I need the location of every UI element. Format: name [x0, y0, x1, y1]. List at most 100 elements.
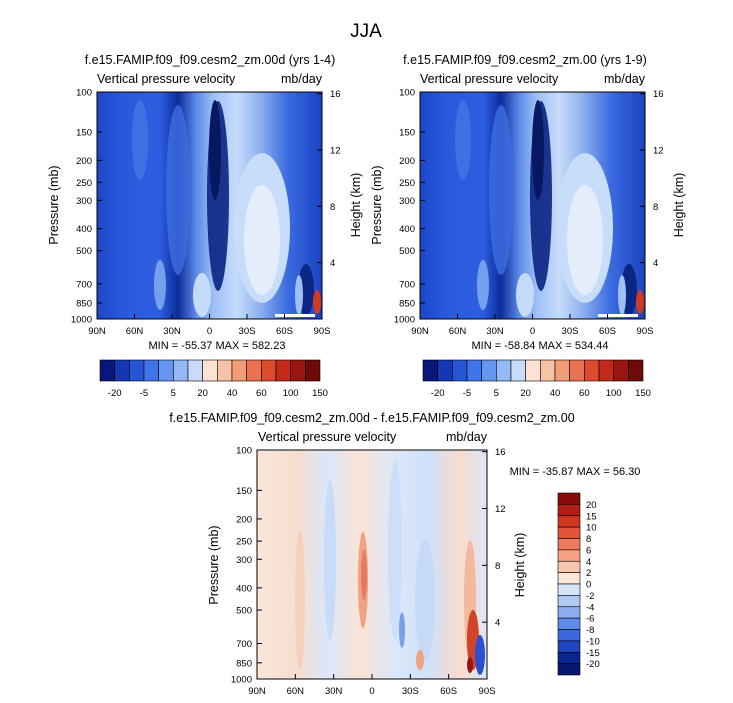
colorbar-swatch — [158, 359, 174, 382]
y2-tick-label: 4 — [653, 258, 658, 269]
x-tick-label: 90N — [411, 326, 429, 337]
axes-and-colorbars: 90N 60N 30N 0 30S 60S 90S100150200250300400500… — [71, 88, 664, 698]
colorbar-swatch — [525, 359, 541, 382]
y2-tick-label: 12 — [495, 504, 506, 515]
x-tick-label: 0 — [207, 326, 212, 337]
colorbar-swatch — [557, 515, 581, 528]
x-tick-label: 30N — [486, 326, 504, 337]
y-tick-label: 1000 — [71, 315, 92, 326]
y-tick-label: 850 — [399, 298, 415, 309]
x-tick-label: 0 — [369, 686, 374, 697]
y-tick-label: 200 — [76, 156, 92, 167]
colorbar-label: 0 — [586, 580, 591, 591]
plot-area — [256, 449, 488, 680]
y-tick-label: 500 — [399, 246, 415, 257]
panel-variable-label: Vertical pressure velocity — [420, 72, 559, 86]
colorbar-swatch — [557, 526, 581, 539]
y2-tick-label: 4 — [495, 618, 500, 629]
panel-units-label: mb/day — [281, 72, 323, 86]
colorbar-label: -10 — [586, 636, 600, 647]
y2-tick-label: 16 — [330, 89, 341, 100]
y-tick-label: 200 — [399, 156, 415, 167]
x-tick-label: 60N — [287, 686, 305, 697]
colorbar-swatch — [422, 359, 438, 382]
colorbar-swatch — [231, 359, 247, 382]
x-tick-label: 60S — [599, 326, 616, 337]
x-tick-label: 90N — [88, 326, 106, 337]
colorbar-label: -2 — [586, 591, 594, 602]
colorbar-label: -15 — [586, 648, 600, 659]
panel-2: f.e15.FAMIP.f09_f09.cesm2_zm.00 (yrs 1-9… — [370, 53, 686, 352]
colorbar-label: 6 — [586, 545, 591, 556]
y-tick-label: 250 — [236, 537, 252, 548]
colorbar-swatch — [554, 359, 570, 382]
panel-1: f.e15.FAMIP.f09_f09.cesm2_zm.00d (yrs 1-… — [47, 53, 363, 352]
colorbar-swatch — [173, 359, 189, 382]
x-tick-label: 90N — [248, 686, 266, 697]
figure-title: JJA — [350, 21, 382, 42]
colorbar-swatch — [557, 492, 581, 505]
colorbar-swatch — [114, 359, 130, 382]
x-tick-label: 30S — [239, 326, 256, 337]
colorbar-label: 100 — [606, 388, 622, 399]
y-tick-label: 100 — [76, 88, 92, 99]
y2-axis-label: Height (km) — [513, 533, 527, 598]
colorbar-swatch — [99, 359, 115, 382]
colorbar-swatch — [569, 359, 585, 382]
colorbar-label: -5 — [463, 388, 471, 399]
colorbar-swatch — [557, 572, 581, 585]
colorbar-swatch — [557, 504, 581, 517]
colorbar-swatch — [217, 359, 233, 382]
y-tick-label: 400 — [236, 583, 252, 594]
colorbar-label: 150 — [635, 388, 651, 399]
panel-title: f.e15.FAMIP.f09_f09.cesm2_zm.00d - f.e15… — [169, 411, 574, 425]
y-tick-label: 300 — [399, 196, 415, 207]
colorbar-label: 5 — [494, 388, 499, 399]
colorbar-swatch — [557, 663, 581, 676]
x-tick-label: 90S — [637, 326, 654, 337]
colorbar-label: -6 — [586, 614, 594, 625]
colorbar-label: 15 — [586, 511, 597, 522]
colorbar-swatch — [557, 606, 581, 619]
panel-title: f.e15.FAMIP.f09_f09.cesm2_zm.00d (yrs 1-… — [85, 53, 336, 67]
colorbar-label: -5 — [140, 388, 148, 399]
colorbar-swatch — [584, 359, 600, 382]
y-tick-label: 500 — [76, 246, 92, 257]
y2-tick-label: 8 — [330, 202, 335, 213]
colorbar-label: 10 — [586, 523, 597, 534]
colorbar-label: 40 — [550, 388, 561, 399]
axes-panel-2: 90N 60N 30N 0 30S 60S 90S 100 150 200 250 300 400 500… — [394, 88, 664, 338]
colorbar-label: 8 — [586, 534, 591, 545]
panel-variable-label: Vertical pressure velocity — [258, 430, 397, 444]
x-tick-label: 90S — [479, 686, 496, 697]
min-max-label: MIN = -35.87 MAX = 56.30 — [510, 466, 641, 478]
colorbar-label: 100 — [283, 388, 299, 399]
y-tick-label: 700 — [236, 639, 252, 650]
panel-units-label: mb/day — [446, 430, 488, 444]
colorbar-swatch — [557, 538, 581, 551]
y-tick-label: 850 — [76, 298, 92, 309]
y2-axis-label: Height (km) — [349, 173, 363, 238]
x-tick-label: 60S — [440, 686, 457, 697]
y-axis-label: Pressure (mb) — [370, 165, 384, 244]
y2-axis-label: Height (km) — [672, 173, 686, 238]
colorbar-swatch — [613, 359, 629, 382]
colorbar-swatch — [557, 617, 581, 630]
y-tick-label: 700 — [399, 279, 415, 290]
colorbar-swatch — [557, 595, 581, 608]
colorbar-swatch — [557, 583, 581, 596]
x-tick-label: 60S — [276, 326, 293, 337]
y-tick-label: 400 — [399, 224, 415, 235]
y2-tick-label: 12 — [653, 145, 664, 156]
min-max-label: MIN = -58.84 MAX = 534.44 — [472, 340, 609, 352]
colorbar-swatch — [129, 359, 145, 382]
colorbar-label: 20 — [520, 388, 531, 399]
y-tick-label: 100 — [399, 88, 415, 99]
y-tick-label: 500 — [236, 606, 252, 617]
panel-difference: f.e15.FAMIP.f09_f09.cesm2_zm.00d - f.e15… — [169, 411, 641, 680]
panel-units-label: mb/day — [604, 72, 646, 86]
plot-area — [419, 91, 646, 320]
x-tick-label: 90S — [314, 326, 331, 337]
y-tick-label: 150 — [76, 127, 92, 138]
